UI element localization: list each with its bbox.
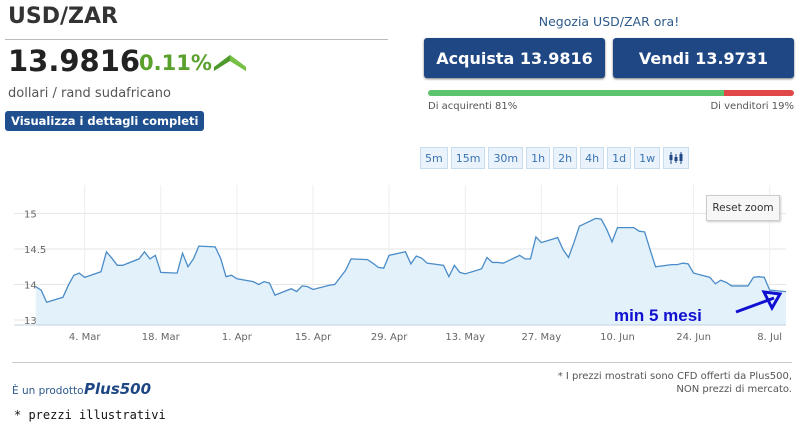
plus500-logo[interactable]: Plus500 [84, 380, 152, 398]
price-area [35, 218, 787, 325]
illustrative-note: * prezzi illustrativi [14, 408, 166, 422]
y-tick-label: 15 [24, 209, 37, 220]
sell-button[interactable]: Vendi 13.9731 [613, 38, 794, 78]
x-tick-label: 13. May [445, 332, 485, 343]
sellers-fill [724, 90, 794, 96]
pair-description: dollari / rand sudafricano [8, 86, 172, 101]
x-tick-label: 18. Mar [142, 332, 181, 343]
x-tick-label: 24. Jun [676, 332, 711, 343]
timeframe-1d[interactable]: 1d [607, 147, 632, 169]
view-details-button[interactable]: Visualizza i dettagli completi [5, 111, 205, 131]
reset-zoom-button[interactable]: Reset zoom [706, 195, 780, 221]
x-tick-label: 8. Jul [757, 332, 782, 343]
buyers-label: Di acquirenti 81% [428, 101, 518, 112]
timeframe-1h[interactable]: 1h [526, 147, 551, 169]
x-tick-label: 27. May [521, 332, 561, 343]
x-tick-label: 10. Jun [600, 332, 635, 343]
x-tick-label: 1. Apr [222, 332, 253, 343]
divider [5, 39, 388, 40]
buy-button[interactable]: Acquista 13.9816 [424, 38, 605, 78]
timeframe-5m[interactable]: 5m [420, 147, 448, 169]
x-tick-label: 29. Apr [371, 332, 408, 343]
x-tick-label: 15. Apr [295, 332, 332, 343]
buyers-fill [428, 90, 725, 96]
timeframe-4h[interactable]: 4h [580, 147, 605, 169]
disclaimer-line: NON prezzi di mercato. [676, 384, 792, 395]
timeframe-30m[interactable]: 30m [488, 147, 524, 169]
price-change: 0.11% [139, 51, 212, 75]
current-price: 13.9816 [8, 44, 141, 78]
y-tick-label: 14 [24, 280, 37, 291]
sellers-label: Di venditori 19% [710, 101, 794, 112]
price-chart[interactable]: 13.5 14 14.5 15 4. Mar 18. Mar 1. Apr 15. Apr 29… [0, 180, 800, 350]
disclaimer-line: * I prezzi mostrati sono CFD offerti da … [557, 371, 792, 382]
y-tick-label: 14.5 [24, 245, 46, 256]
divider [12, 362, 792, 363]
timeframe-2h[interactable]: 2h [553, 147, 578, 169]
annotation-arrow-icon [735, 290, 783, 314]
trade-heading: Negozia USD/ZAR ora! [538, 14, 680, 29]
disclaimer: * I prezzi mostrati sono CFD offerti da … [558, 370, 792, 396]
sentiment-bar [428, 90, 794, 96]
candlestick-icon[interactable] [663, 147, 690, 169]
timeframe-1w[interactable]: 1w [634, 147, 661, 169]
pair-title: USD/ZAR [8, 4, 118, 29]
chevron-up-icon [214, 55, 246, 71]
x-tick-label: 4. Mar [69, 332, 101, 343]
y-tick-label: 13.5 [24, 316, 46, 327]
product-label: È un prodotto [12, 385, 84, 397]
timeframe-selector: 5m 15m 30m 1h 2h 4h 1d 1w [420, 147, 690, 169]
annotation-label: min 5 mesi [614, 306, 702, 325]
timeframe-15m[interactable]: 15m [450, 147, 486, 169]
